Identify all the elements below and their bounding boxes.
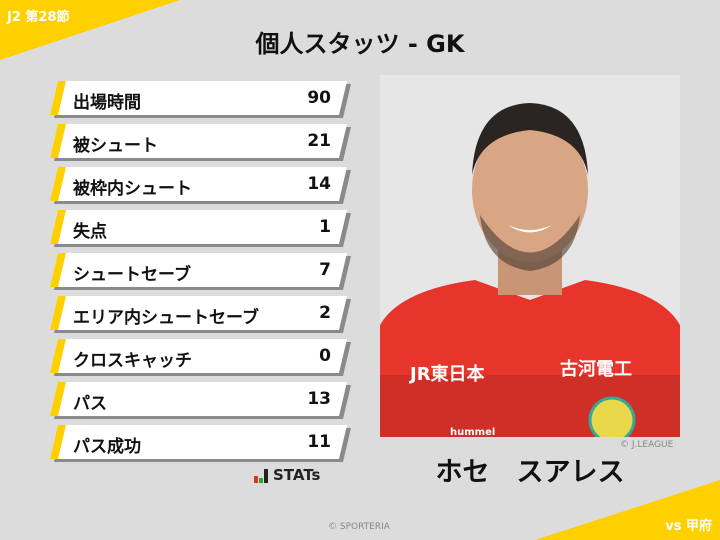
shirt-sponsor-left: JR東日本: [408, 363, 485, 385]
stat-value: 11: [307, 432, 331, 452]
stat-label: エリア内シュートセーブ: [73, 308, 259, 328]
row-background: [50, 339, 347, 373]
copyright: © SPORTERIA: [328, 522, 390, 532]
stat-label: 被枠内シュート: [73, 179, 192, 199]
stat-label: シュートセーブ: [73, 265, 191, 285]
stat-value: 90: [307, 88, 331, 108]
stat-label: クロスキャッチ: [73, 351, 192, 371]
stat-row: 被シュート 21: [50, 124, 355, 159]
row-background: [50, 81, 347, 115]
stats-logo: STATs: [254, 468, 320, 483]
stat-value: 2: [319, 303, 331, 323]
round-label: J2 第28節: [7, 10, 70, 25]
stat-label: 失点: [73, 222, 107, 242]
player-photo: JR東日本 古河電工 hummel: [380, 75, 680, 437]
row-background: [50, 296, 347, 330]
stat-row: パス成功 11: [50, 425, 355, 460]
row-background: [50, 425, 347, 459]
stat-value: 0: [319, 346, 331, 366]
stat-label: 被シュート: [73, 136, 158, 156]
stat-value: 13: [307, 389, 331, 409]
stat-row: 出場時間 90: [50, 81, 355, 116]
page-title: 個人スタッツ - GK: [255, 30, 465, 58]
stat-value: 1: [319, 217, 331, 237]
stat-label: パス: [73, 394, 107, 414]
bar-chart-icon: [254, 469, 268, 483]
stat-row: クロスキャッチ 0: [50, 339, 355, 374]
stat-row: 被枠内シュート 14: [50, 167, 355, 202]
stat-row: パス 13: [50, 382, 355, 417]
stat-row: エリア内シュートセーブ 2: [50, 296, 355, 331]
stats-list: 出場時間 90 被シュート 21 被枠内シュート 14 失点 1 シュートセーブ 7 エリア内シュー…: [50, 81, 355, 468]
stat-row: 失点 1: [50, 210, 355, 245]
row-background: [50, 253, 347, 287]
row-background: [50, 124, 347, 158]
stat-label: 出場時間: [73, 93, 141, 113]
photo-credit: © J.LEAGUE: [620, 440, 674, 450]
stat-value: 21: [307, 131, 331, 151]
shirt-sponsor-right: 古河電工: [560, 358, 632, 380]
player-name: ホセ スアレス: [435, 457, 625, 488]
row-background: [50, 382, 347, 416]
shirt-brand: hummel: [450, 427, 495, 437]
opponent-label: vs 甲府: [665, 519, 712, 534]
stat-row: シュートセーブ 7: [50, 253, 355, 288]
row-background: [50, 167, 347, 201]
row-background: [50, 210, 347, 244]
stat-value: 14: [307, 174, 331, 194]
stat-value: 7: [319, 260, 331, 280]
logo-text: STATs: [273, 466, 321, 484]
stat-label: パス成功: [73, 437, 141, 457]
